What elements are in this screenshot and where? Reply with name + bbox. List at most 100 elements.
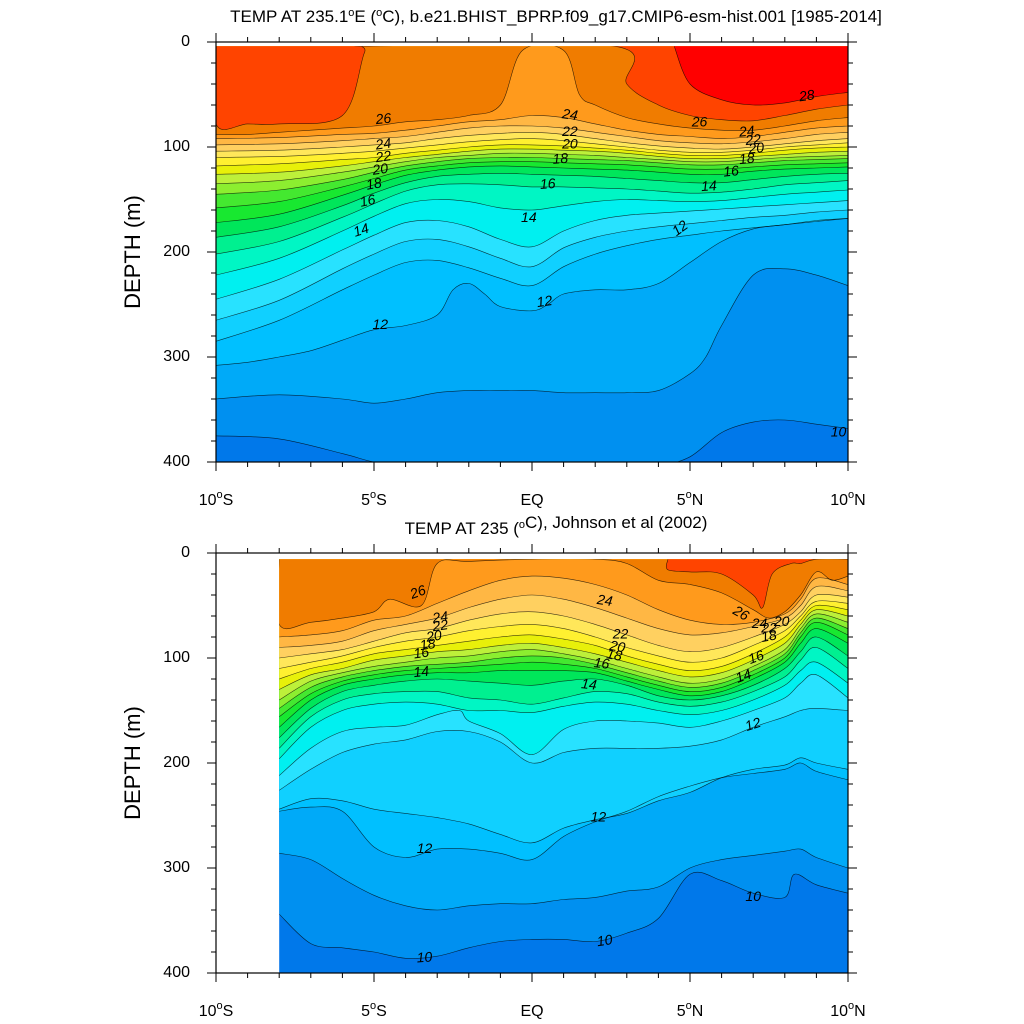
- isotherm-line: [279, 628, 848, 728]
- contour-label: 10: [596, 931, 614, 949]
- isotherm-line: [673, 46, 848, 106]
- y-tick-label: 200: [163, 243, 190, 260]
- contour-label: 26: [407, 581, 428, 602]
- contour-label: 14: [701, 177, 718, 194]
- x-tick-label: EQ: [520, 1003, 543, 1020]
- isotherm-line: [279, 757, 848, 844]
- contour-label: 20: [424, 627, 443, 645]
- isotherm-line: [279, 613, 848, 701]
- isotherm-line: [279, 636, 848, 739]
- contour-label: 16: [358, 191, 377, 210]
- isotherm-line: [279, 575, 848, 638]
- contour-label: 24: [751, 615, 768, 631]
- isotherm-line: [279, 708, 848, 791]
- isotherm-line: [279, 604, 848, 680]
- x-tick-label: 5oS: [361, 1000, 387, 1020]
- x-tick-label: 10oS: [199, 1000, 234, 1020]
- contour-label: 22: [760, 619, 777, 635]
- contour-label: 16: [746, 647, 766, 667]
- contour-label: 16: [412, 643, 430, 661]
- contour-label: 22: [561, 123, 578, 139]
- isotherm-line: [216, 125, 848, 146]
- contour-label: 24: [430, 608, 449, 626]
- contour-label: 22: [743, 131, 761, 149]
- isotherm-line: [216, 131, 848, 152]
- contour-label: 18: [419, 635, 437, 653]
- contour-label: 24: [595, 591, 614, 609]
- contour-label: 12: [417, 840, 433, 856]
- contour-label: 14: [733, 665, 753, 685]
- y-tick-label: 0: [181, 33, 190, 50]
- y-tick-label: 300: [163, 859, 190, 876]
- isotherm-line: [279, 762, 848, 861]
- panel-1: 2624222018161424222018161412121226282422…: [120, 7, 882, 509]
- contour-label: 22: [612, 626, 629, 642]
- isotherm-line: [216, 46, 848, 130]
- contour-label: 14: [351, 220, 371, 240]
- contour-label: 14: [580, 675, 597, 693]
- isotherm-line: [216, 218, 848, 342]
- contour-label: 16: [593, 654, 610, 672]
- contour-label: 18: [605, 645, 623, 663]
- contour-label: 24: [737, 122, 755, 140]
- x-tick-label: 10oN: [830, 1000, 865, 1020]
- contour-lines: [279, 559, 848, 959]
- y-tick-label: 400: [163, 453, 190, 470]
- isotherm-line: [279, 559, 848, 629]
- contour-label: 18: [365, 174, 383, 192]
- contour-label: 12: [743, 714, 763, 734]
- isotherm-line: [216, 209, 848, 321]
- contour-label: 22: [430, 616, 449, 634]
- contour-label: 20: [370, 160, 389, 178]
- contour-label: 20: [773, 613, 790, 629]
- x-tick-label: 10oS: [199, 489, 234, 509]
- isotherm-line: [216, 46, 848, 135]
- y-tick-label: 400: [163, 964, 190, 981]
- contour-label: 18: [760, 626, 778, 644]
- isotherm-line: [279, 600, 848, 669]
- chart-title: TEMP AT 235 (oC), Johnson et al (2002): [405, 513, 708, 538]
- isotherm-line: [279, 647, 848, 749]
- contour-label: 12: [373, 316, 389, 332]
- contour-label: 14: [413, 663, 430, 681]
- x-tick-label: 5oS: [361, 489, 387, 509]
- contour-label: 22: [373, 147, 392, 165]
- isotherm-line: [216, 115, 848, 139]
- isotherm-line: [216, 152, 848, 185]
- isotherm-line: [279, 848, 848, 911]
- contour-label: 10: [745, 888, 761, 904]
- isotherm-line: [279, 673, 848, 776]
- isotherm-line: [216, 157, 848, 195]
- contour-lines: [216, 46, 848, 462]
- contour-label: 20: [608, 637, 627, 656]
- y-axis-label: DEPTH (m): [120, 195, 145, 309]
- isotherm-line: [279, 621, 848, 718]
- isotherm-line: [216, 200, 848, 300]
- x-tick-label: 5oN: [677, 1000, 704, 1020]
- y-tick-label: 100: [163, 138, 190, 155]
- isotherm-line: [279, 585, 848, 648]
- contour-label: 12: [591, 808, 607, 824]
- contour-label: 10: [831, 423, 847, 439]
- contour-band-26: [279, 559, 848, 629]
- isotherm-line: [216, 161, 848, 209]
- contour-label: 18: [738, 150, 755, 168]
- y-tick-label: 200: [163, 754, 190, 771]
- contour-fills: [279, 559, 848, 973]
- isotherm-line: [216, 180, 848, 255]
- y-tick-label: 100: [163, 649, 190, 666]
- contour-label: 28: [797, 86, 816, 104]
- isotherm-line: [216, 138, 848, 158]
- isotherm-line: [279, 661, 848, 760]
- contour-fills: [216, 46, 848, 462]
- isotherm-line: [279, 871, 848, 959]
- isotherm-line: [216, 144, 848, 167]
- contour-band-28: [674, 46, 848, 106]
- contour-label: 12: [536, 292, 554, 310]
- x-tick-label: 5oN: [677, 489, 704, 509]
- isotherm-line: [279, 593, 848, 659]
- y-tick-label: 300: [163, 348, 190, 365]
- contour-label: 20: [747, 139, 765, 157]
